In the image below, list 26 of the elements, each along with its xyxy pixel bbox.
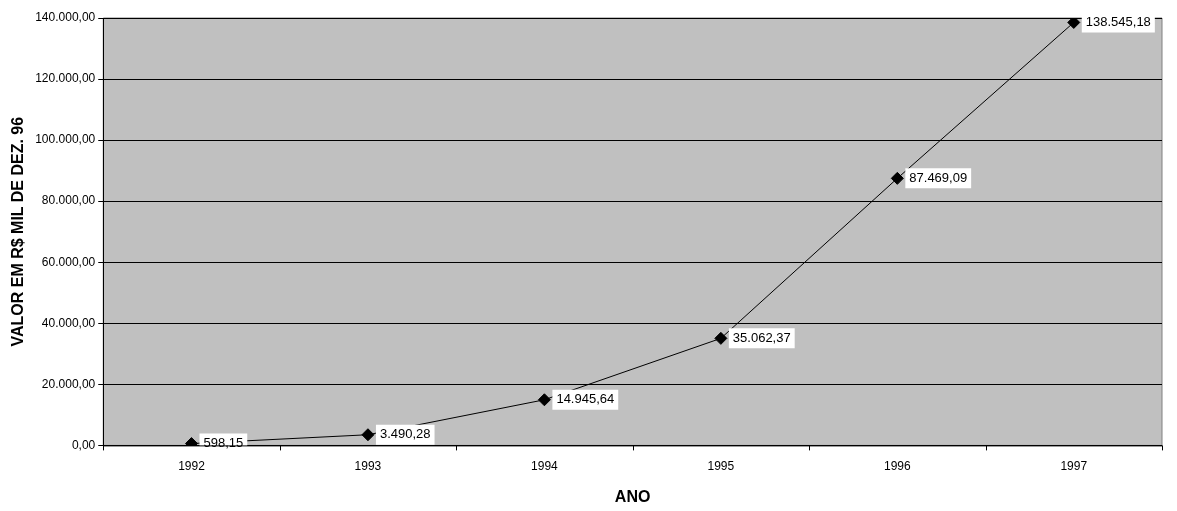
x-axis-title: ANO bbox=[614, 487, 651, 505]
x-tick-label: 1995 bbox=[707, 458, 735, 473]
x-tick-label: 1996 bbox=[883, 458, 911, 473]
data-label: 35.062,37 bbox=[732, 329, 791, 345]
y-tick-label: 60.000,00 bbox=[41, 254, 96, 269]
x-tick-label: 1993 bbox=[354, 458, 382, 473]
x-tick-label: 1994 bbox=[531, 458, 559, 473]
x-tick-label: 1992 bbox=[178, 458, 206, 473]
y-tick-label: 100.000,00 bbox=[35, 132, 96, 147]
y-tick-label: 0,00 bbox=[71, 437, 96, 452]
data-label: 87.469,09 bbox=[909, 169, 968, 185]
y-tick-label: 140.000,00 bbox=[35, 10, 96, 25]
y-tick-label: 40.000,00 bbox=[41, 315, 96, 330]
y-tick-label: 120.000,00 bbox=[35, 71, 96, 86]
x-tick-label: 1997 bbox=[1060, 458, 1088, 473]
point bbox=[537, 393, 551, 407]
y-tick-label: 20.000,00 bbox=[41, 376, 96, 391]
point bbox=[890, 171, 904, 185]
point bbox=[714, 331, 728, 345]
point bbox=[361, 428, 375, 442]
data-label: 14.945,64 bbox=[556, 391, 615, 407]
data-label: 138.545,18 bbox=[1085, 14, 1151, 30]
point bbox=[1067, 18, 1081, 29]
y-tick-label: 80.000,00 bbox=[41, 193, 96, 208]
y-axis-title: VALOR EM R$ MIL DE DEZ. 96 bbox=[9, 116, 27, 347]
data-label: 3.490,28 bbox=[379, 426, 431, 442]
